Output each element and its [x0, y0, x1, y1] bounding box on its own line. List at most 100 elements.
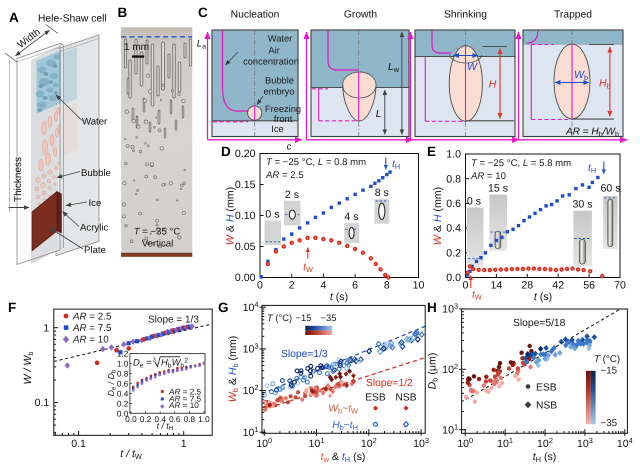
svg-text:0.05: 0.05	[235, 241, 256, 253]
svg-text:Wb: Wb	[574, 69, 588, 82]
svg-text:−35: −35	[601, 418, 618, 429]
svg-text:De =: De =	[133, 357, 152, 370]
svg-text:concentration: concentration	[243, 57, 299, 67]
svg-text:102: 102	[243, 383, 259, 397]
svg-text:AR = 2.5: AR = 2.5	[265, 170, 304, 181]
svg-text:H: H	[427, 300, 437, 315]
svg-text:42: 42	[552, 280, 564, 292]
svg-text:Ice: Ice	[89, 198, 102, 209]
svg-text:1.0: 1.0	[446, 149, 461, 161]
svg-text:0.4: 0.4	[117, 389, 129, 398]
svg-text:1: 1	[181, 438, 187, 450]
svg-text:60 s: 60 s	[600, 183, 620, 195]
svg-text:103: 103	[243, 342, 259, 356]
svg-text:W: W	[467, 61, 478, 73]
svg-text:30 s: 30 s	[572, 199, 592, 211]
svg-text:4: 4	[320, 280, 326, 292]
svg-text:0.2: 0.2	[446, 247, 461, 259]
svg-text:De / Db: De / Db	[106, 369, 118, 396]
svg-text:0.8: 0.8	[184, 415, 196, 424]
svg-text:Slope=1/2: Slope=1/2	[366, 378, 413, 389]
svg-text:2 s: 2 s	[285, 189, 299, 201]
svg-text:tH (s): tH (s)	[533, 451, 557, 464]
svg-text:15 s: 15 s	[488, 183, 508, 195]
svg-text:0.6: 0.6	[169, 415, 181, 424]
svg-text:101: 101	[497, 436, 513, 450]
svg-text:0.4: 0.4	[446, 223, 461, 235]
svg-text:tW: tW	[472, 290, 482, 302]
svg-text:0.6: 0.6	[446, 198, 461, 210]
svg-text:W & H (mm): W & H (mm)	[432, 187, 444, 245]
svg-text:104: 104	[617, 436, 633, 450]
svg-text:Growth: Growth	[344, 10, 377, 21]
svg-text:ESB: ESB	[536, 382, 557, 393]
svg-text:Trapped: Trapped	[554, 10, 592, 21]
svg-text:2: 2	[289, 280, 295, 292]
svg-text:100: 100	[256, 436, 272, 450]
svg-text:Vertical: Vertical	[142, 238, 173, 249]
svg-text:H: H	[489, 79, 497, 91]
svg-text:14: 14	[491, 280, 503, 292]
svg-text:ESB: ESB	[365, 393, 386, 404]
svg-text:Shrinking: Shrinking	[444, 10, 487, 21]
svg-text:t (s): t (s)	[330, 291, 348, 303]
svg-text:103: 103	[442, 302, 458, 316]
svg-text:AR = 10: AR = 10	[470, 171, 506, 182]
svg-text:0.8: 0.8	[117, 370, 129, 379]
svg-text:Air: Air	[268, 46, 279, 56]
svg-text:0 s: 0 s	[265, 209, 279, 221]
svg-text:G: G	[218, 300, 229, 315]
svg-text:tW: tW	[303, 262, 313, 274]
svg-text:Acrylic: Acrylic	[80, 223, 108, 234]
svg-text:103: 103	[577, 436, 593, 450]
svg-text:Water: Water	[82, 117, 108, 128]
svg-text:0: 0	[463, 280, 469, 292]
svg-text:1.0: 1.0	[117, 360, 129, 369]
svg-text:Thickness: Thickness	[13, 157, 24, 202]
svg-text:B: B	[118, 5, 128, 20]
svg-text:100: 100	[457, 436, 473, 450]
svg-text:0.15: 0.15	[235, 179, 256, 191]
svg-text:NSB: NSB	[536, 401, 557, 412]
svg-text:1.0: 1.0	[198, 415, 210, 424]
svg-text:tH: tH	[588, 163, 596, 175]
svg-text:T = −25 °C, L = 0.8 mm: T = −25 °C, L = 0.8 mm	[266, 157, 366, 168]
svg-text:102: 102	[537, 436, 553, 450]
svg-text:T (°C): T (°C)	[267, 312, 292, 323]
svg-text:Slope=1/3: Slope=1/3	[281, 349, 328, 360]
svg-text:t (s): t (s)	[534, 291, 552, 303]
svg-text:101: 101	[442, 422, 458, 436]
svg-text:0 s: 0 s	[467, 196, 481, 208]
svg-text:−35: −35	[321, 312, 337, 323]
svg-text:Lw: Lw	[388, 62, 400, 74]
svg-text:Slope=5/18: Slope=5/18	[513, 318, 566, 329]
svg-text:C: C	[198, 5, 208, 20]
svg-text:1: 1	[43, 322, 49, 334]
svg-text:E: E	[427, 144, 436, 159]
svg-text:Slope = 1/3: Slope = 1/3	[148, 315, 199, 326]
svg-text:W & H (mm): W & H (mm)	[225, 187, 237, 245]
svg-text:F: F	[8, 300, 16, 315]
svg-text:La: La	[197, 39, 206, 51]
svg-text:D: D	[221, 144, 231, 159]
svg-text:tw & tH (s): tw & tH (s)	[321, 451, 366, 464]
svg-text:W / Wb: W / Wb	[22, 352, 35, 385]
svg-text:8: 8	[384, 280, 390, 292]
svg-text:28: 28	[521, 280, 533, 292]
svg-text:t / tH: t / tH	[157, 421, 173, 433]
svg-text:0.1: 0.1	[35, 397, 50, 409]
svg-text:Water: Water	[268, 34, 292, 44]
svg-text:1.2: 1.2	[117, 350, 129, 359]
svg-text:AR = 2.5: AR = 2.5	[168, 387, 202, 396]
svg-text:6: 6	[352, 280, 358, 292]
svg-text:−15: −15	[296, 312, 312, 323]
svg-text:Ice: Ice	[271, 124, 283, 134]
svg-text:0.10: 0.10	[235, 210, 256, 222]
svg-text:0.2: 0.2	[117, 399, 129, 408]
svg-text:0.0: 0.0	[117, 409, 129, 418]
svg-text:embryo: embryo	[263, 87, 294, 97]
svg-text:A: A	[9, 10, 19, 25]
svg-text:1 mm: 1 mm	[124, 42, 149, 53]
svg-text:0.20: 0.20	[235, 148, 256, 160]
svg-text:Plate: Plate	[84, 245, 106, 256]
